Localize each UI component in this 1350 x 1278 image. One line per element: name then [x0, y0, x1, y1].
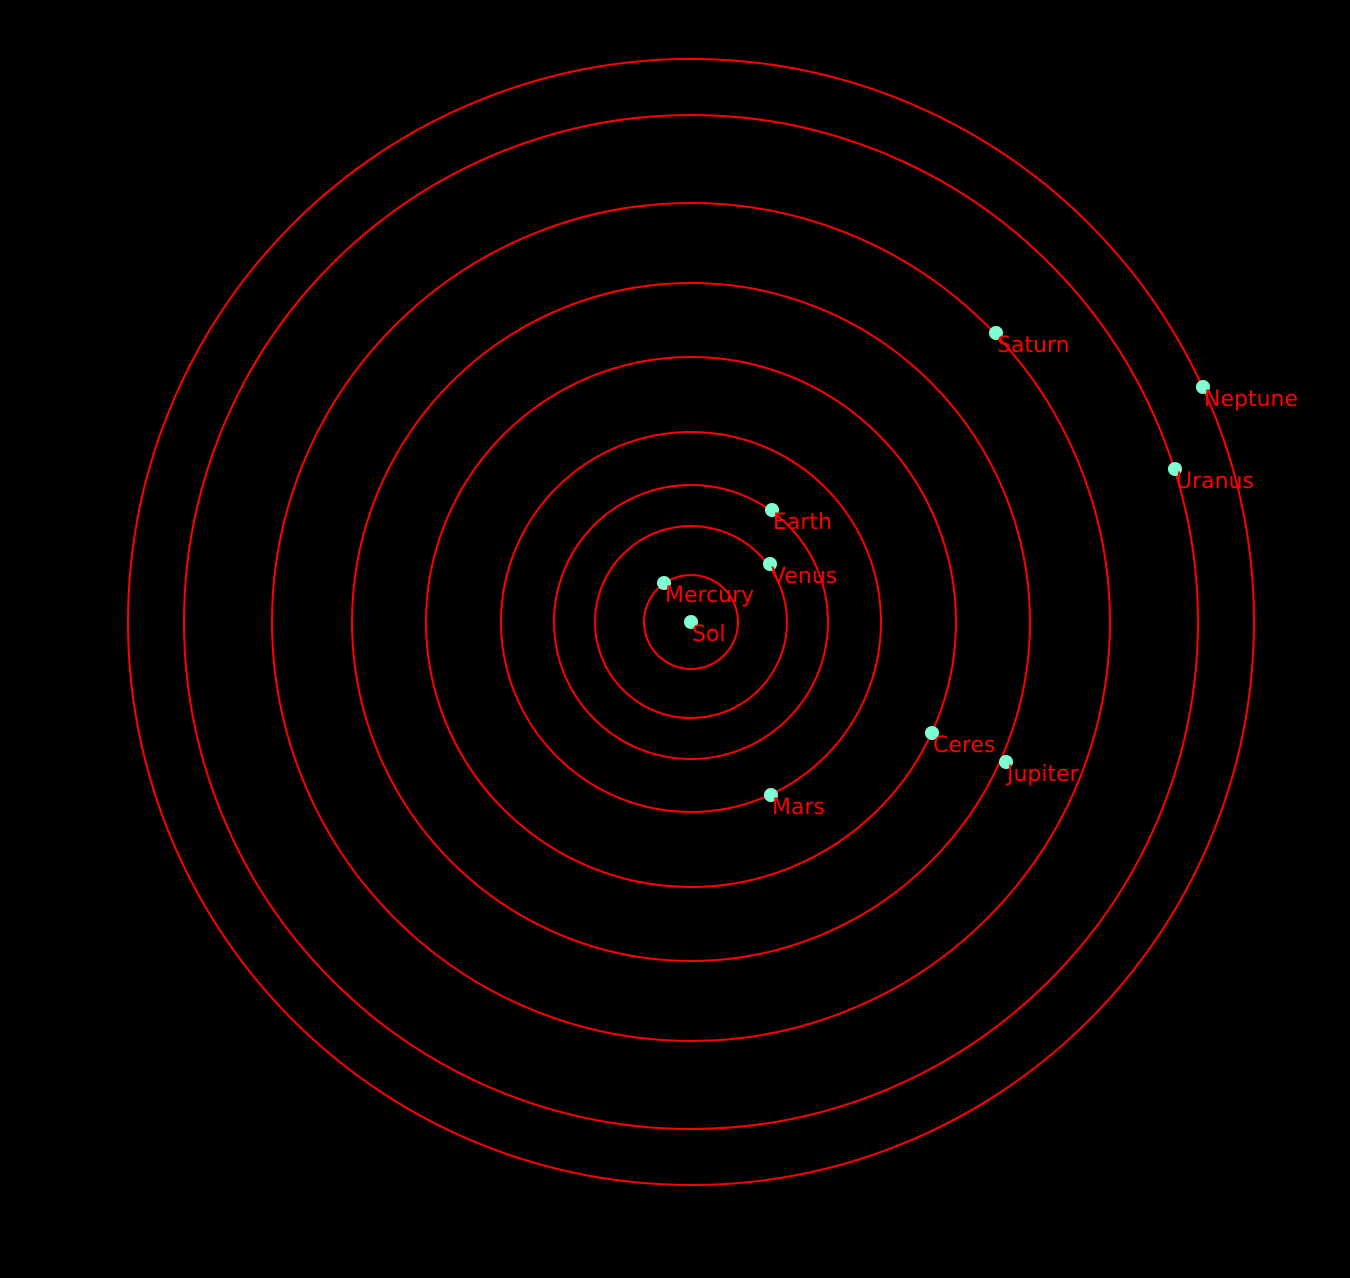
body-mercury: Mercury — [657, 576, 754, 608]
orbit-ring-1 — [643, 574, 739, 670]
saturn-label: Saturn — [997, 333, 1070, 358]
mercury-label: Mercury — [665, 583, 754, 608]
body-saturn: Saturn — [989, 326, 1070, 358]
ceres-label: Ceres — [933, 733, 995, 758]
uranus-label: Uranus — [1176, 469, 1254, 494]
body-ceres: Ceres — [925, 726, 995, 758]
uranus-planet-dot-icon — [1168, 462, 1182, 476]
mercury-planet-dot-icon — [657, 576, 671, 590]
body-earth: Earth — [765, 503, 832, 535]
neptune-planet-dot-icon — [1196, 380, 1210, 394]
neptune-label: Neptune — [1204, 387, 1298, 412]
mars-planet-dot-icon — [764, 788, 778, 802]
sol-label: Sol — [692, 622, 726, 647]
orbit-ring-4 — [500, 431, 882, 813]
body-jupiter: Jupiter — [999, 755, 1080, 787]
sol-star-dot-icon — [684, 615, 698, 629]
venus-planet-dot-icon — [763, 557, 777, 571]
earth-planet-dot-icon — [765, 503, 779, 517]
celestial-bodies: Sol Mercury Venus Earth Mars Ceres Jupiter Satu… — [657, 326, 1298, 820]
saturn-planet-dot-icon — [989, 326, 1003, 340]
orbit-ring-6 — [351, 282, 1031, 962]
orbit-ring-7 — [271, 202, 1111, 1042]
body-venus: Venus — [763, 557, 837, 589]
jupiter-planet-dot-icon — [999, 755, 1013, 769]
orbit-ring-5 — [425, 356, 957, 888]
orbit-ring-2 — [594, 525, 788, 719]
orbit-ring-8 — [183, 114, 1199, 1130]
orbit-ring-3 — [553, 484, 829, 760]
venus-label: Venus — [771, 564, 837, 589]
earth-label: Earth — [773, 510, 832, 535]
ceres-planet-dot-icon — [925, 726, 939, 740]
orbit-ring-9 — [127, 58, 1255, 1186]
body-uranus: Uranus — [1168, 462, 1254, 494]
jupiter-label: Jupiter — [1005, 762, 1080, 787]
body-sol: Sol — [684, 615, 726, 647]
body-mars: Mars — [764, 788, 825, 820]
body-neptune: Neptune — [1196, 380, 1298, 412]
mars-label: Mars — [772, 795, 825, 820]
orbit-rings — [127, 58, 1255, 1186]
